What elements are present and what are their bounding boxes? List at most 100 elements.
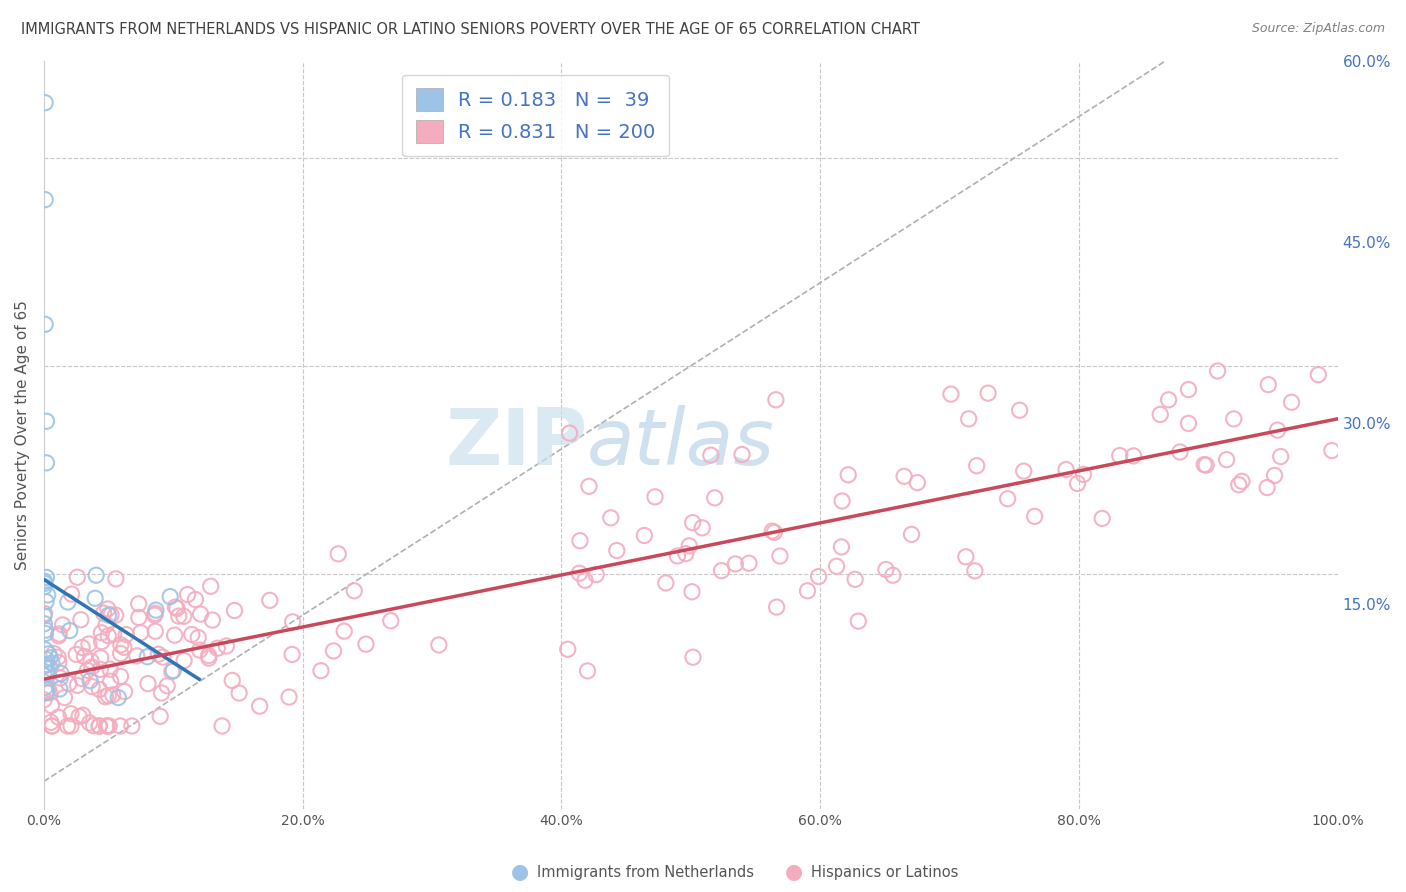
Point [32,608,55,623]
Point [427,638,450,652]
Point [34,607,56,621]
Point [52,618,75,632]
Point [58,676,80,690]
Point [70,613,93,627]
Point [165,600,187,615]
Point [97,602,120,616]
Point [66,570,89,584]
Point [166,601,188,615]
Point [96,617,118,632]
Point [963,564,986,578]
Point [281,648,304,662]
Point [333,624,356,639]
Point [32,668,55,682]
Point [34,642,56,657]
Point [678,539,700,553]
Point [322,644,344,658]
Point [187,631,209,645]
Point [149,709,172,723]
Point [1012,464,1035,478]
Point [576,664,599,678]
Text: Hispanics or Latinos: Hispanics or Latinos [811,865,959,880]
Point [35,657,58,672]
Point [259,593,281,607]
Point [143,607,166,621]
Point [128,610,150,624]
Point [882,568,904,582]
Point [568,533,591,548]
Point [796,583,818,598]
Point [70,640,93,655]
Point [558,426,581,441]
Point [37,666,59,681]
Point [690,521,713,535]
Point [763,525,786,540]
Point [354,637,377,651]
Point [682,516,704,530]
Point [875,562,897,576]
Point [53,690,76,705]
Point [79,673,101,688]
Point [200,579,222,593]
Y-axis label: Seniors Poverty Over the Age of 65: Seniors Poverty Over the Age of 65 [15,301,30,570]
Point [966,458,988,473]
Point [60,587,83,601]
Point [738,556,761,570]
Point [34,580,56,594]
Point [35,570,58,584]
Point [197,648,219,663]
Point [1206,364,1229,378]
Point [633,528,655,542]
Text: ●: ● [512,863,529,882]
Point [905,475,928,490]
Point [201,613,224,627]
Point [1227,477,1250,491]
Point [145,603,167,617]
Point [599,511,621,525]
Text: atlas: atlas [588,405,775,481]
Point [1066,476,1088,491]
Point [224,603,246,617]
Point [1157,392,1180,407]
Point [100,607,122,622]
Point [101,688,124,702]
Point [59,719,82,733]
Point [380,614,402,628]
Point [1168,445,1191,459]
Point [215,639,238,653]
Point [48,627,70,641]
Point [34,576,56,591]
Point [48,710,70,724]
Point [112,640,135,655]
Point [41,719,63,733]
Point [1008,403,1031,417]
Point [1223,412,1246,426]
Point [114,684,136,698]
Point [115,627,138,641]
Point [110,719,132,733]
Point [70,672,93,686]
Point [830,540,852,554]
Point [110,647,132,661]
Point [207,641,229,656]
Point [769,549,792,563]
Point [89,662,111,676]
Point [761,524,783,538]
Point [34,626,56,640]
Point [104,572,127,586]
Point [837,467,859,482]
Point [198,651,221,665]
Text: Immigrants from Netherlands: Immigrants from Netherlands [537,865,754,880]
Point [1108,449,1130,463]
Point [107,690,129,705]
Point [1073,467,1095,482]
Point [606,543,628,558]
Point [128,597,150,611]
Point [97,608,120,623]
Point [731,448,754,462]
Point [35,652,58,666]
Point [188,643,211,657]
Point [35,623,58,637]
Point [574,573,596,587]
Point [700,448,723,462]
